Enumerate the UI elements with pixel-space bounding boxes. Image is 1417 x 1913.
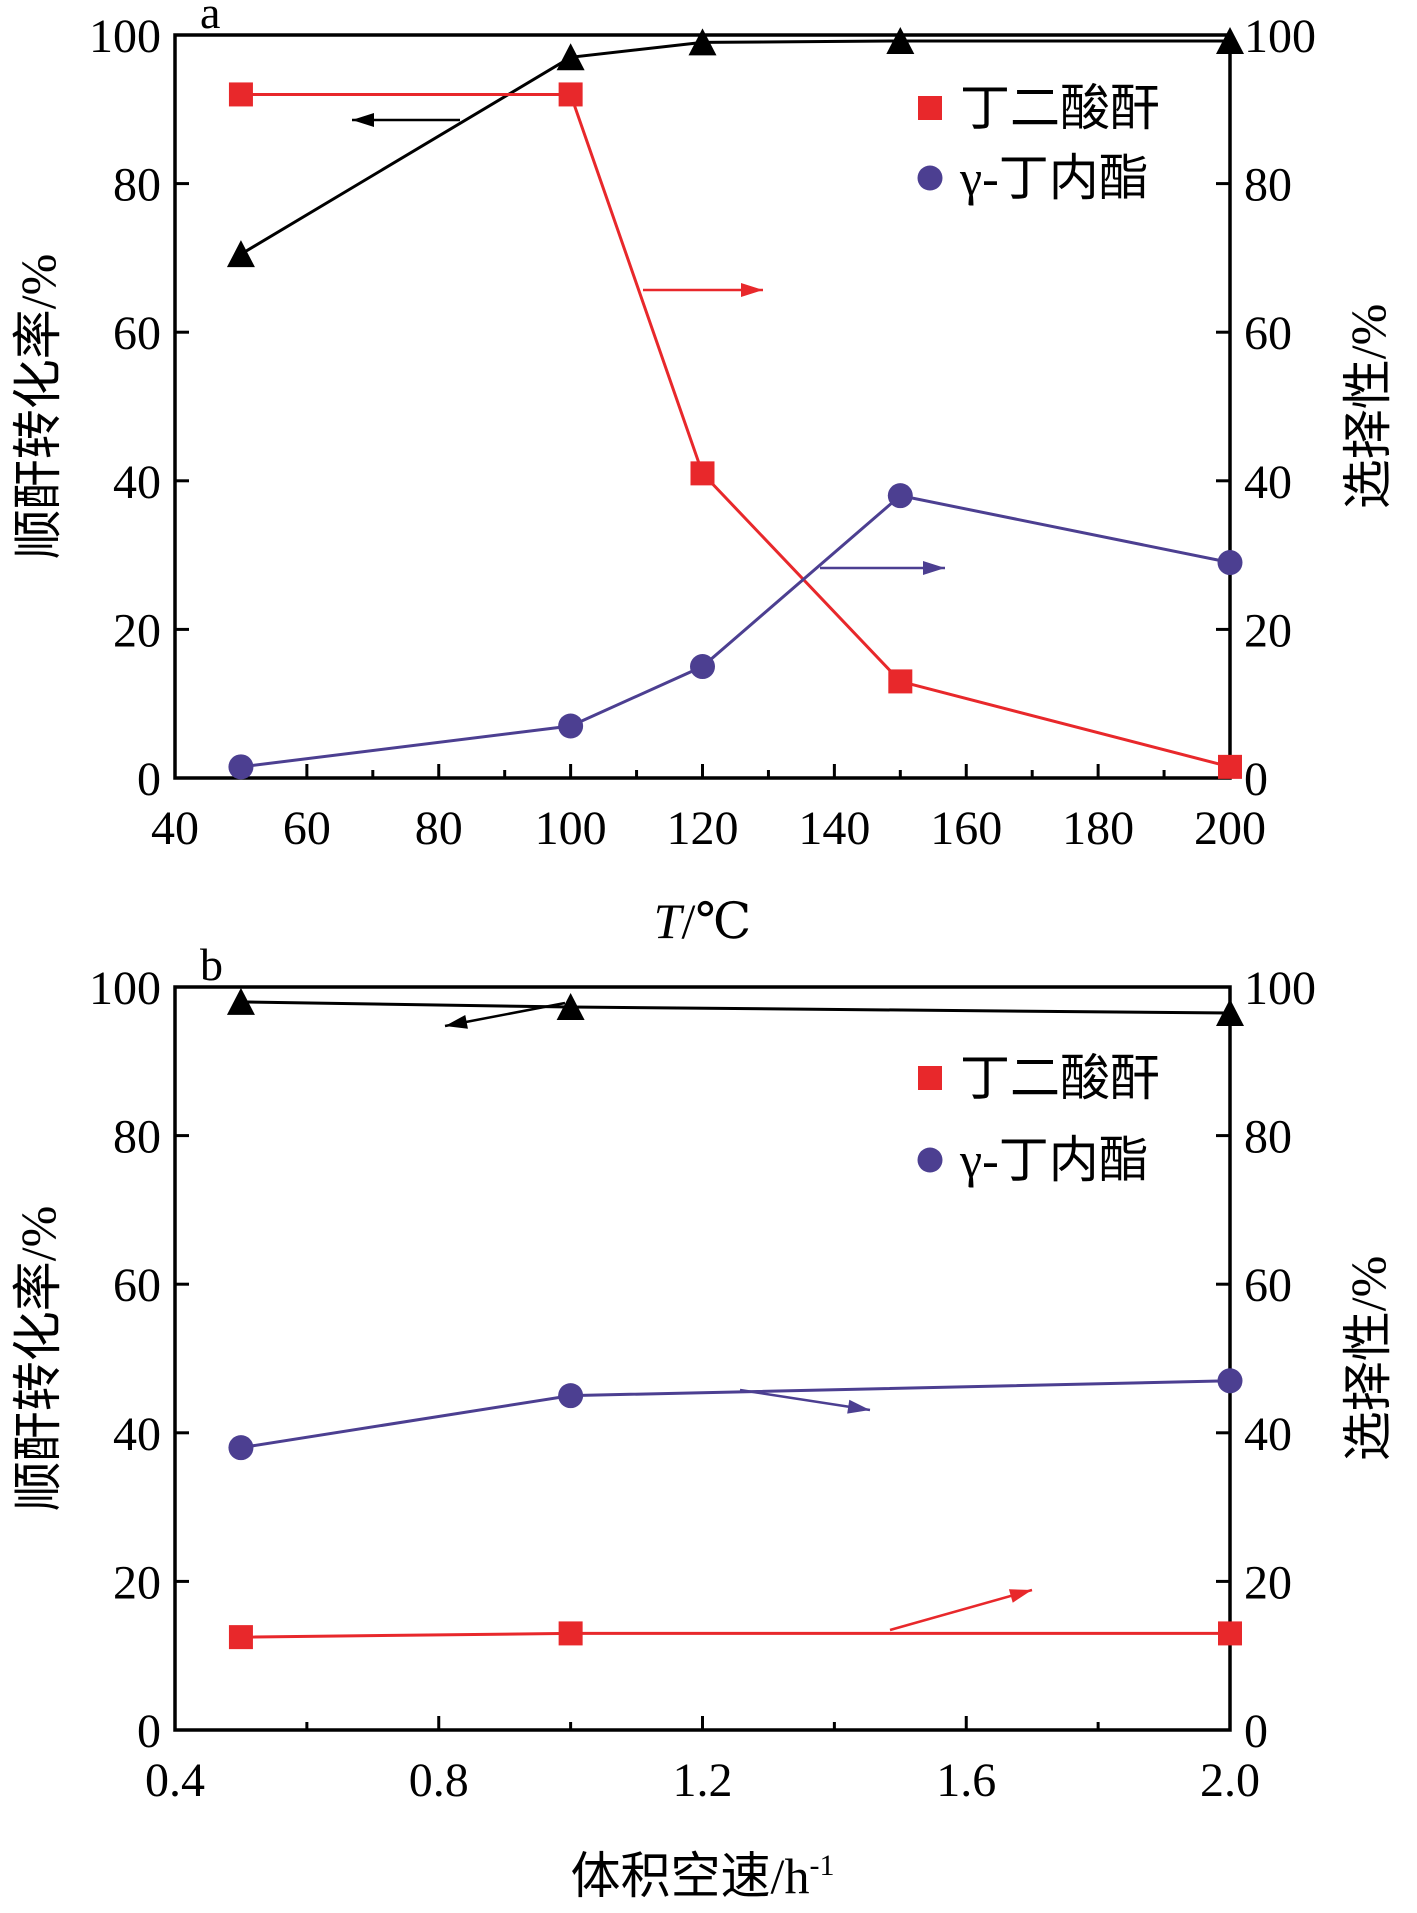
x-tick-label: 60 [283,802,331,855]
y-tick-label-left: 60 [113,1259,161,1312]
y-tick-label-right: 20 [1244,604,1292,657]
data-point-gamma-butyrolactone [228,754,254,780]
x-tick-label: 180 [1062,802,1134,855]
data-point-conversion [556,43,585,71]
series-line-gamma-butyrolactone [240,1379,1231,1450]
y-tick-label-right: 100 [1244,10,1316,63]
data-point-gamma-butyrolactone [690,654,715,680]
y-tick-label-right: 60 [1244,1259,1292,1312]
y-tick-label-right: 20 [1244,1556,1292,1609]
y-tick-label-right: 100 [1244,962,1316,1015]
data-point-succinic-anhydride [558,82,583,107]
y-tick-label-left: 20 [113,604,161,657]
y-tick-label-left: 60 [113,307,161,360]
data-point-succinic-anhydride [888,669,913,694]
y-tick-label-left: 80 [113,1111,161,1164]
y-tick-label-right: 0 [1244,1705,1268,1758]
y-tick-label-left: 0 [137,753,161,806]
x-axis-title: T/℃ [654,893,752,949]
x-tick-label: 0.8 [409,1754,469,1807]
arrow-gbl-right-axis-head [847,1399,870,1414]
x-tick-label: 2.0 [1200,1754,1260,1807]
data-point-gamma-butyrolactone [1217,1368,1243,1394]
y-tick-label-right: 40 [1244,456,1292,509]
y-axis-title-left: 顺酐转化率/% [10,254,66,560]
panel-label: b [200,939,223,990]
legend-marker-succinic-anhydride [918,96,942,120]
data-point-conversion [226,987,255,1015]
data-point-succinic-anhydride [1218,1621,1242,1646]
data-point-succinic-anhydride [228,1625,253,1650]
data-point-gamma-butyrolactone [228,1435,254,1461]
legend-marker-gamma-butyrolactone [917,165,943,191]
legend-marker-succinic-anhydride [918,1066,942,1090]
series-line-conversion [240,1000,1231,1015]
data-point-gamma-butyrolactone [558,1383,584,1409]
legend-label-succinic-anhydride: 丁二酸酐 [960,80,1160,136]
x-axis-title-unit: /℃ [681,893,751,949]
panel-a: 40 60 80 100 120 140 160 180 2000204060801000204… [10,0,1396,949]
x-axis-title-sup: -1 [809,1849,834,1882]
data-point-conversion [886,26,915,54]
x-tick-label: 1.6 [936,1754,996,1807]
x-tick-label: 160 [930,802,1002,855]
data-point-succinic-anhydride [228,82,253,107]
panel-b: 0.4 0.8 1.2 1.6 2.0020406080100020406080100丁… [10,939,1396,1904]
data-point-gamma-butyrolactone [558,713,584,739]
x-tick-label: 140 [798,802,870,855]
x-axis-title-base: 体积空速/h [571,1848,810,1904]
y-axis-title-right: 选择性/% [1340,1256,1396,1462]
y-tick-label-left: 100 [89,962,161,1015]
legend-marker-gamma-butyrolactone [917,1147,943,1173]
y-axis-title-left: 顺酐转化率/% [10,1206,66,1512]
data-point-conversion [1216,26,1244,54]
data-point-conversion [1216,999,1244,1027]
arrow-succinic-right-axis-head [741,283,763,297]
data-point-succinic-anhydride [1218,754,1242,779]
y-tick-label-right: 40 [1244,1408,1292,1461]
y-tick-label-left: 0 [137,1705,161,1758]
arrow-succinic-right-axis-head [1008,1589,1032,1603]
panel-label: a [200,0,220,38]
x-tick-label: 0.4 [145,1754,205,1807]
x-tick-label: 1.2 [673,1754,733,1807]
data-point-conversion [556,993,585,1021]
x-tick-label: 40 [151,802,199,855]
legend-label-gamma-butyrolactone: γ-丁内酯 [959,1132,1149,1188]
arrow-gbl-right-axis-head [923,561,945,575]
x-axis-title: 体积空速/h-1 [571,1848,835,1904]
y-tick-label-right: 80 [1244,1111,1292,1164]
arrow-conversion-left-axis-head [445,1014,468,1029]
legend-label-succinic-anhydride: 丁二酸酐 [960,1050,1160,1106]
y-tick-label-left: 100 [89,10,161,63]
x-tick-label: 100 [535,802,607,855]
data-point-succinic-anhydride [690,461,715,486]
y-tick-label-right: 60 [1244,307,1292,360]
x-tick-label: 80 [415,802,463,855]
y-tick-label-right: 80 [1244,159,1292,212]
series-line-succinic-anhydride [240,1631,1230,1639]
x-axis-title-var: T [654,893,685,949]
data-point-gamma-butyrolactone [887,483,913,509]
arrow-succinic-right-axis [889,1588,1033,1632]
series-line-gamma-butyrolactone [240,494,1231,769]
legend-label-gamma-butyrolactone: γ-丁内酯 [959,150,1149,206]
y-tick-label-left: 40 [113,456,161,509]
x-tick-label: 120 [667,802,739,855]
data-point-succinic-anhydride [558,1621,583,1646]
x-tick-label: 200 [1194,802,1266,855]
series-line-conversion [240,39,1230,256]
data-point-gamma-butyrolactone [1217,550,1243,576]
y-tick-label-right: 0 [1244,753,1268,806]
y-tick-label-left: 80 [113,159,161,212]
data-point-conversion [226,240,255,268]
data-point-conversion [688,28,717,56]
y-tick-label-left: 40 [113,1408,161,1461]
y-axis-title-right: 选择性/% [1340,304,1396,510]
y-tick-label-left: 20 [113,1556,161,1609]
arrow-conversion-left-axis-head [352,113,374,127]
